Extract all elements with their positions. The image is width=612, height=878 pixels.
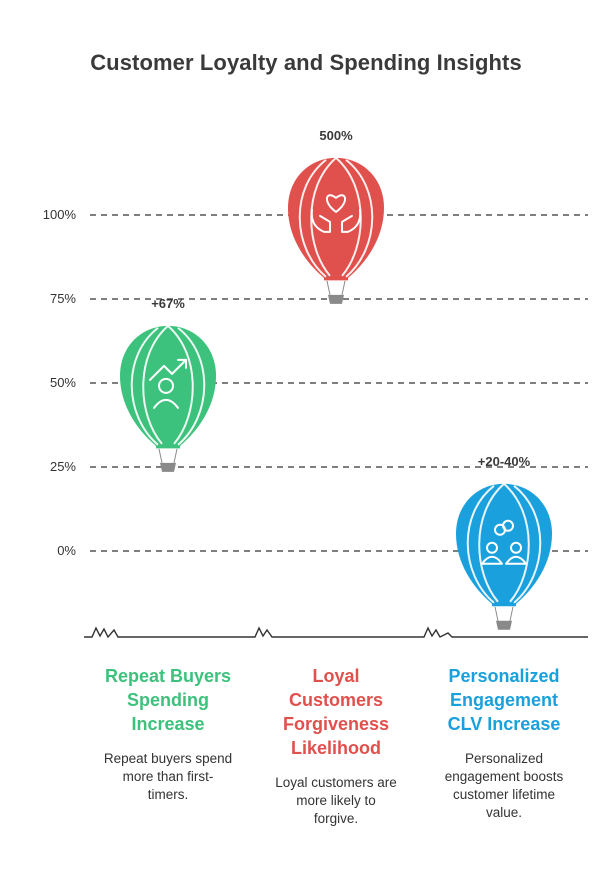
balloon-gore-0-3 (177, 327, 206, 446)
category-heading-line: CLV Increase (447, 714, 561, 734)
category-description-line: timers. (147, 787, 189, 802)
ground-line (84, 626, 588, 639)
balloon-gore-2-3 (513, 485, 542, 604)
category-heading-line: Increase (131, 714, 205, 734)
balloon-gore-0-2 (130, 327, 159, 446)
balloon-gore-2-2 (466, 485, 495, 604)
heart-hands-icon (310, 194, 362, 233)
category-heading-1: Loyal Customers Forgiveness Likelihood (256, 664, 416, 760)
category-heading-line: Repeat Buyers (104, 666, 232, 686)
y-tick-label-3: 75% (49, 291, 76, 306)
y-tick-label-4: 100% (42, 207, 76, 222)
balloon-gore-2-0 (478, 483, 505, 603)
balloon-basket-2 (496, 620, 512, 630)
category-column-2: Personalized Engagement CLV Increase Person… (424, 664, 584, 822)
balloon-0 (120, 325, 216, 472)
balloon-gore-0-0 (142, 325, 169, 445)
category-heading-line: Customers (288, 690, 384, 710)
category-description-line: engagement boosts (444, 769, 564, 784)
category-heading-line: Personalized (448, 666, 560, 686)
category-description-1: Loyal customers are more likely to forgive… (256, 774, 416, 828)
y-tick-label-0: 0% (57, 543, 76, 558)
category-heading-0: Repeat Buyers Spending Increase (88, 664, 248, 736)
category-description-line: value. (485, 805, 523, 820)
balloon-gore-2-1 (503, 483, 530, 603)
category-column-0: Repeat Buyers Spending Increase Repeat buye… (88, 664, 248, 804)
category-heading-2: Personalized Engagement CLV Increase (424, 664, 584, 736)
value-label-0: +67% (151, 295, 185, 311)
people-link-icon (481, 519, 527, 565)
category-column-1: Loyal Customers Forgiveness Likelihood Loyal… (256, 664, 416, 828)
balloon-2 (456, 483, 552, 630)
category-description-2: Personalized engagement boosts customer li… (424, 750, 584, 822)
ground-path (84, 626, 588, 639)
y-tick-label-2: 50% (49, 375, 76, 390)
category-description-0: Repeat buyers spend more than first-timer… (88, 750, 248, 804)
balloon-layer (120, 157, 552, 630)
value-label-1: 500% (319, 127, 353, 143)
category-heading-line: Engagement (449, 690, 559, 710)
category-heading-line: Spending (127, 690, 209, 710)
category-description-line: Loyal customers are (275, 775, 397, 790)
category-description-line: customer lifetime (452, 787, 556, 802)
y-tick-label-1: 25% (49, 459, 76, 474)
balloon-gore-1-2 (298, 159, 327, 278)
category-description-line: more likely to (296, 793, 376, 808)
growth-person-icon (149, 358, 187, 409)
balloon-basket-1 (328, 294, 344, 304)
balloon-envelope-1 (288, 157, 384, 278)
category-description-line: forgive. (313, 811, 359, 826)
category-heading-line: Loyal (312, 666, 360, 686)
balloon-gore-0-1 (167, 325, 194, 445)
balloon-gore-1-3 (345, 159, 374, 278)
balloon-1 (288, 157, 384, 304)
value-label-2: +20-40% (477, 453, 531, 469)
category-heading-line: Forgiveness (282, 714, 390, 734)
balloon-basket-0 (160, 462, 176, 472)
category-description-line: Repeat buyers spend (103, 751, 233, 766)
category-description-line: more than first- (122, 769, 214, 784)
category-description-line: Personalized (464, 751, 544, 766)
category-heading-line: Likelihood (291, 738, 381, 758)
balloon-envelope-2 (456, 483, 552, 604)
chart-title: Customer Loyalty and Spending Insights (90, 50, 522, 75)
balloon-envelope-0 (120, 325, 216, 446)
